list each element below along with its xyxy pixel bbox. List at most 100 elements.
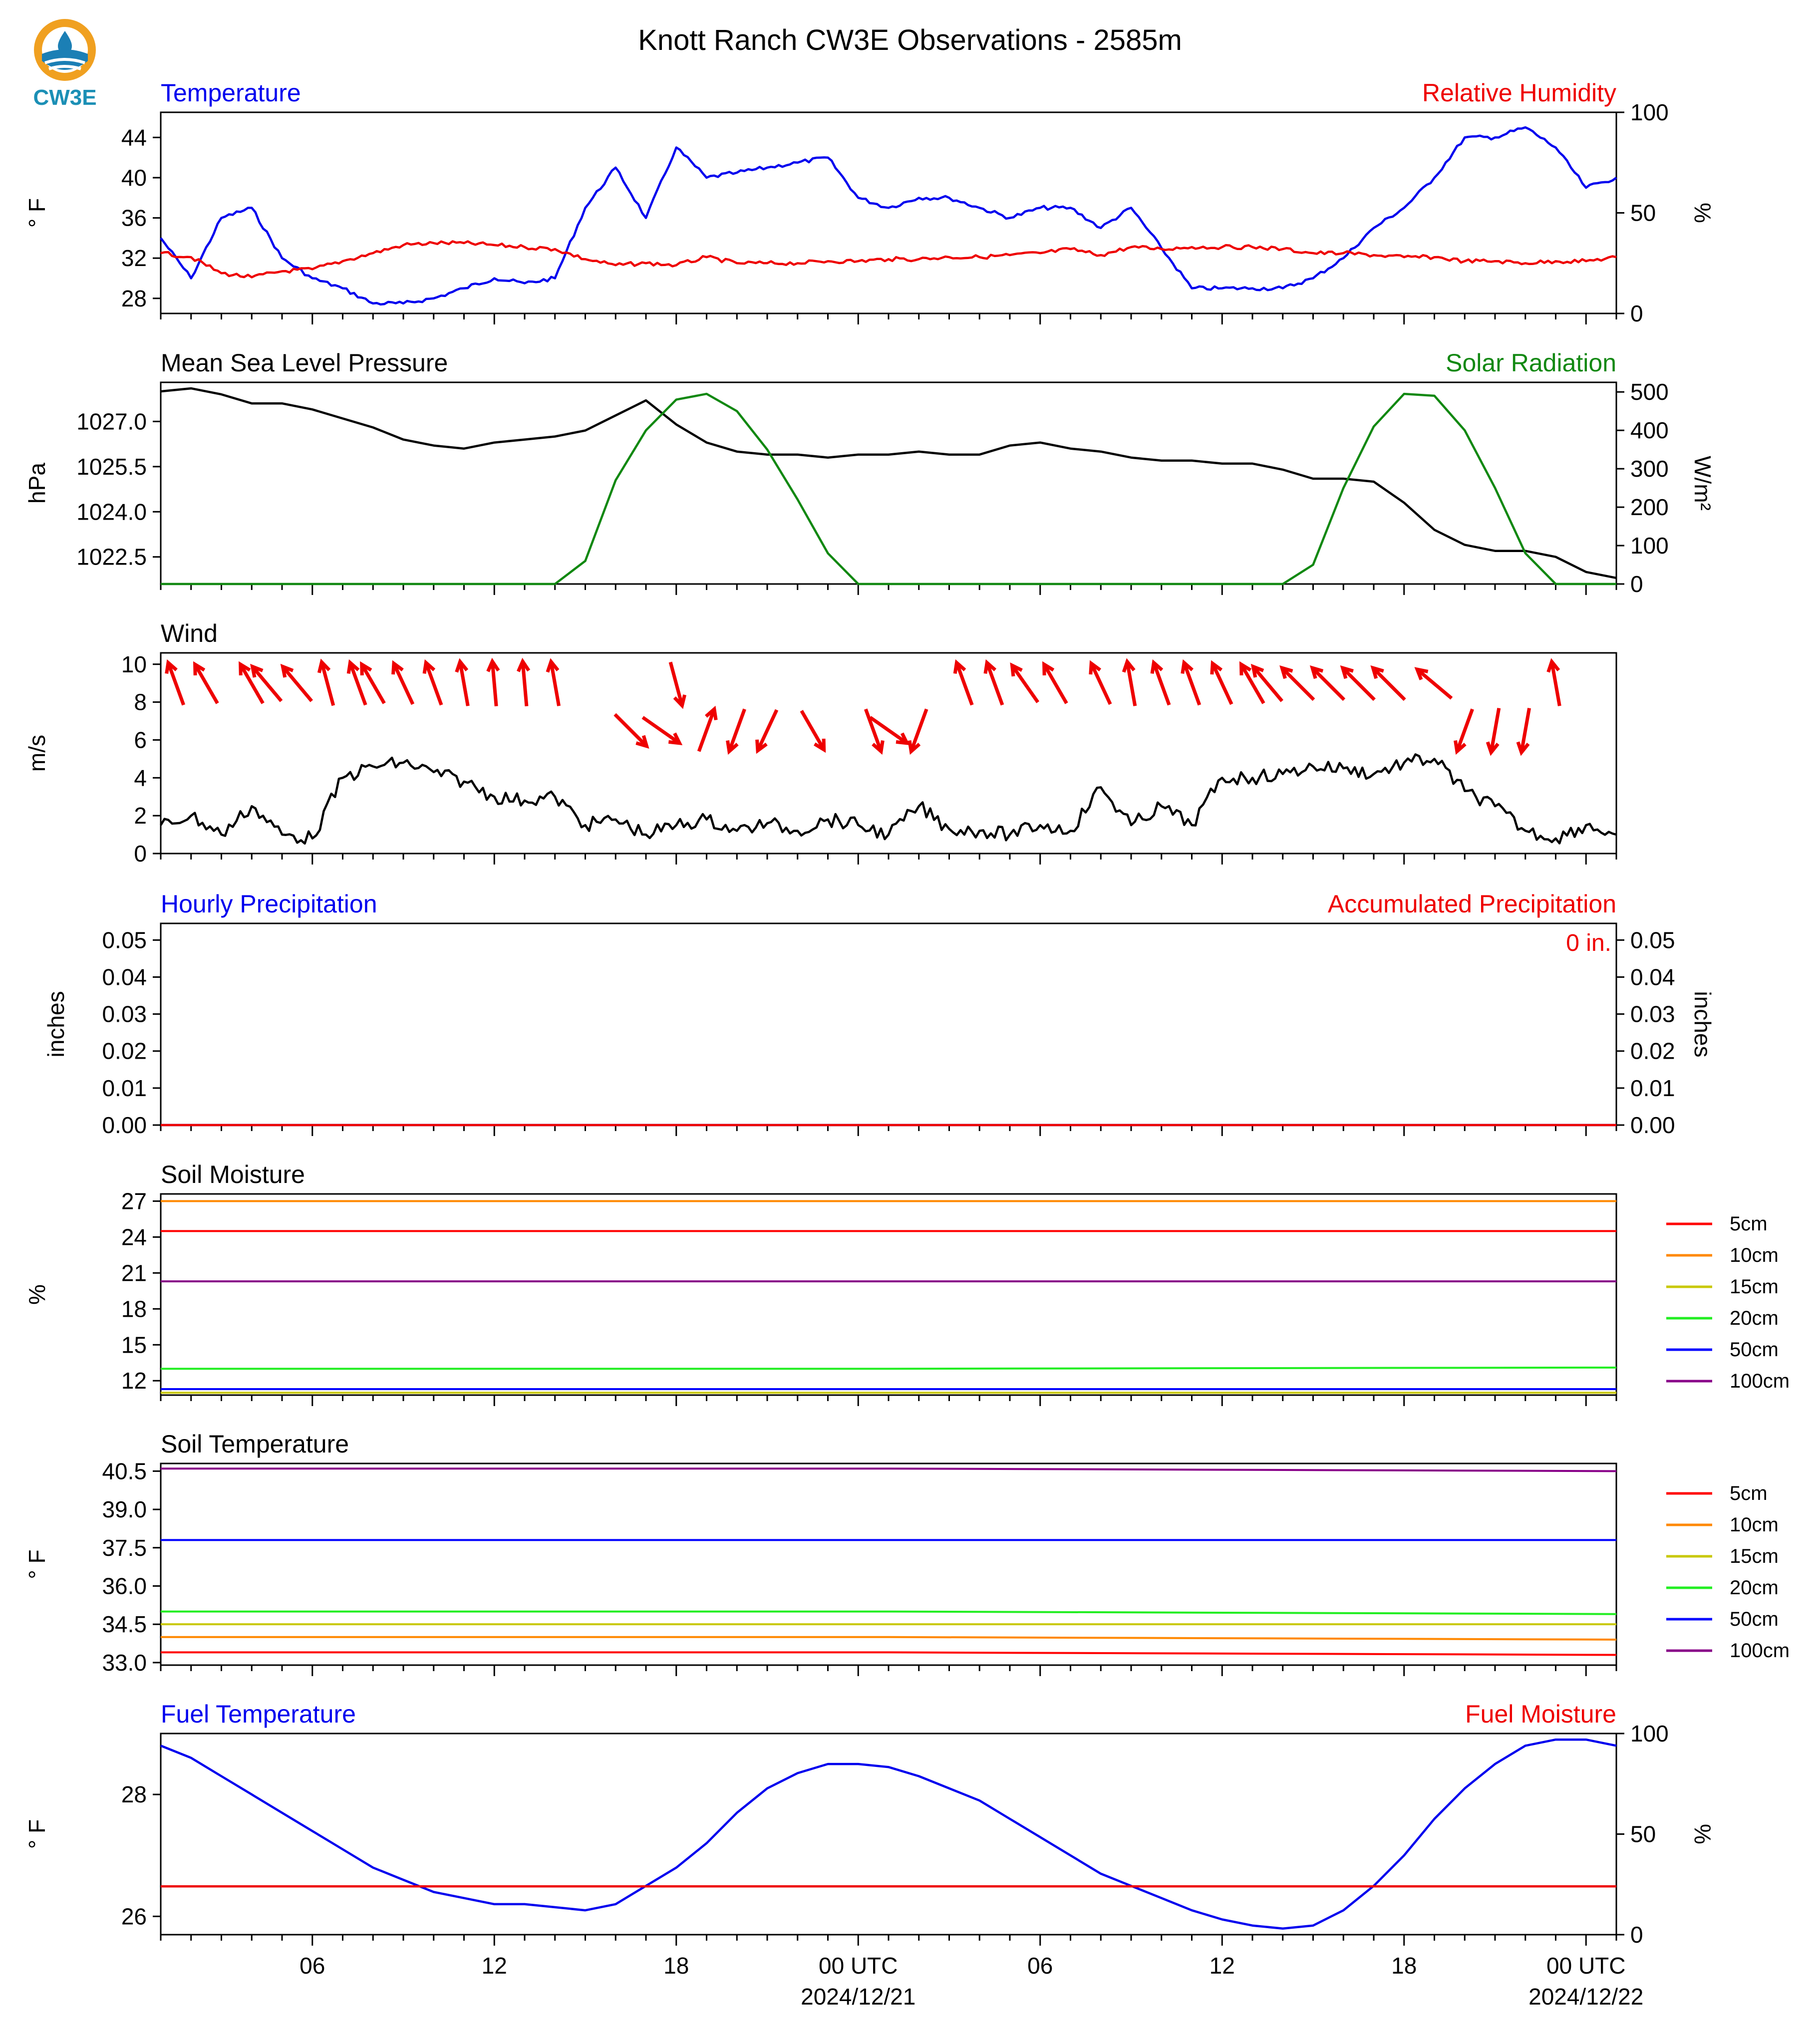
wind-arrowhead — [1546, 658, 1560, 673]
panel-title-left: Temperature — [161, 79, 301, 107]
y-tick-label-left: 1027.0 — [76, 408, 147, 434]
wind-arrow — [1010, 664, 1040, 703]
wind-arrowhead — [546, 658, 560, 673]
x-tick-label: 00 UTC — [819, 1953, 898, 1979]
wind-arrow — [756, 709, 779, 752]
series-line-100cm — [161, 1467, 1617, 1472]
y-tick-label-right: 0.00 — [1630, 1112, 1675, 1138]
wind-arrow — [1311, 666, 1346, 701]
y-tick-label-left: 0 — [134, 841, 147, 867]
series-line-20cm — [161, 1610, 1617, 1615]
y-tick-label-right: 50 — [1630, 1821, 1656, 1847]
panel-title-left: Soil Moisture — [161, 1160, 305, 1188]
panel-title-right: Accumulated Precipitation — [1328, 890, 1616, 918]
y-tick-label-right: 100 — [1630, 1721, 1669, 1746]
wind-arrow — [1341, 666, 1376, 701]
wind-arrow — [392, 662, 415, 705]
series-line-5cm — [161, 1651, 1617, 1656]
y-axis-label-left: ° F — [24, 198, 50, 228]
y-tick-label-left: 0.03 — [102, 1001, 147, 1027]
y-tick-label-left: 10 — [121, 651, 147, 677]
series-line — [160, 753, 1617, 845]
y-tick-label-left: 40.5 — [102, 1458, 147, 1484]
y-tick-label-right: 0.01 — [1630, 1075, 1675, 1101]
wind-arrow — [166, 662, 186, 706]
legend-label: 10cm — [1730, 1244, 1779, 1266]
y-tick-label-right: 300 — [1630, 456, 1669, 482]
wind-arrowhead — [673, 694, 686, 709]
y-tick-label-left: 24 — [121, 1224, 147, 1250]
y-tick-label-left: 39.0 — [102, 1496, 147, 1522]
y-tick-label-left: 0.00 — [102, 1112, 147, 1138]
y-tick-label-right: 0 — [1630, 300, 1643, 326]
series-line-20cm — [161, 1366, 1617, 1370]
wind-arrowhead — [1089, 660, 1102, 675]
wind-arrow — [697, 708, 716, 752]
wind-arrowhead — [1414, 667, 1429, 680]
wind-arrowhead — [953, 659, 966, 674]
y-tick-label-left: 37.5 — [102, 1535, 147, 1561]
y-axis-label-right: % — [1690, 1824, 1716, 1844]
panel-wind: Wind 0 2 4 6 8 10 m/s — [24, 619, 1617, 867]
y-axis-label-left: ° F — [24, 1549, 50, 1579]
legend-label: 15cm — [1730, 1545, 1779, 1567]
series-line — [160, 240, 1617, 279]
legend-label: 5cm — [1730, 1213, 1768, 1235]
x-date-label: 2024/12/22 — [1528, 1984, 1643, 2010]
y-tick-label-right: 50 — [1630, 200, 1656, 226]
y-tick-label-left: 40 — [121, 165, 147, 191]
panel-frame — [160, 922, 1617, 1126]
x-tick-label: 00 UTC — [1546, 1953, 1625, 1979]
wind-arrow — [424, 662, 443, 706]
legend-label: 20cm — [1730, 1307, 1779, 1329]
wind-arrow — [1090, 662, 1112, 705]
y-tick-label-right: 400 — [1630, 417, 1669, 443]
legend-label: 15cm — [1730, 1276, 1779, 1298]
wind-arrowhead — [705, 705, 718, 720]
legend-label: 5cm — [1730, 1482, 1768, 1504]
wind-arrow — [1239, 663, 1265, 704]
wind-arrowhead — [455, 658, 469, 673]
panels-group: Temperature Relative Humidity283236404405… — [24, 79, 1790, 2010]
panel-fuel: Fuel Temperature Fuel Moisture 26 28 0 50 100 °… — [24, 1700, 1716, 1948]
wind-arrowhead — [250, 663, 264, 678]
wind-arrow — [1125, 661, 1137, 706]
wind-arrowhead — [1181, 659, 1194, 674]
wind-arrowhead — [1042, 661, 1055, 676]
y-tick-label-left: 15 — [121, 1332, 147, 1358]
wind-arrow — [1152, 662, 1171, 706]
wind-arrowhead — [1122, 658, 1136, 673]
wind-arrow — [251, 665, 283, 702]
cw3e-logo-icon: CW3E — [33, 19, 97, 110]
x-tick-label: 18 — [663, 1953, 689, 1979]
wind-arrow — [727, 708, 746, 752]
wind-arrowhead — [1150, 659, 1164, 674]
wind-arrowhead — [896, 732, 910, 745]
y-tick-label-left: 21 — [121, 1260, 147, 1286]
wind-arrowhead — [983, 659, 997, 674]
y-tick-label-left: 0.04 — [102, 964, 147, 990]
wind-arrow — [1519, 708, 1531, 753]
wind-arrowhead — [1239, 661, 1252, 676]
logo-text: CW3E — [33, 85, 96, 110]
wind-arrowhead — [193, 661, 206, 676]
precip-total-label: 0 in. — [1566, 930, 1611, 956]
panel-title-right: Solar Radiation — [1446, 349, 1616, 377]
wind-arrow — [239, 663, 265, 704]
wind-arrowhead — [1370, 665, 1384, 679]
panel-mslp_solar: Mean Sea Level Pressure Solar Radiation 10… — [24, 349, 1716, 597]
x-tick-label: 06 — [1027, 1953, 1053, 1979]
y-axis-label-left: % — [24, 1284, 50, 1305]
wind-arrow — [641, 716, 681, 745]
y-tick-label-right: 100 — [1630, 99, 1669, 125]
y-tick-label-left: 18 — [121, 1296, 147, 1322]
wind-arrowhead — [1309, 665, 1324, 679]
y-tick-label-right: 0 — [1630, 571, 1643, 597]
legend-label: 50cm — [1730, 1339, 1779, 1361]
panel-title-right: Fuel Moisture — [1465, 1700, 1616, 1728]
wind-arrow — [1280, 666, 1315, 701]
legend-label: 100cm — [1730, 1370, 1790, 1392]
y-tick-label-left: 6 — [134, 727, 147, 753]
wind-arrow — [864, 708, 883, 752]
x-tick-label: 06 — [300, 1953, 325, 1979]
